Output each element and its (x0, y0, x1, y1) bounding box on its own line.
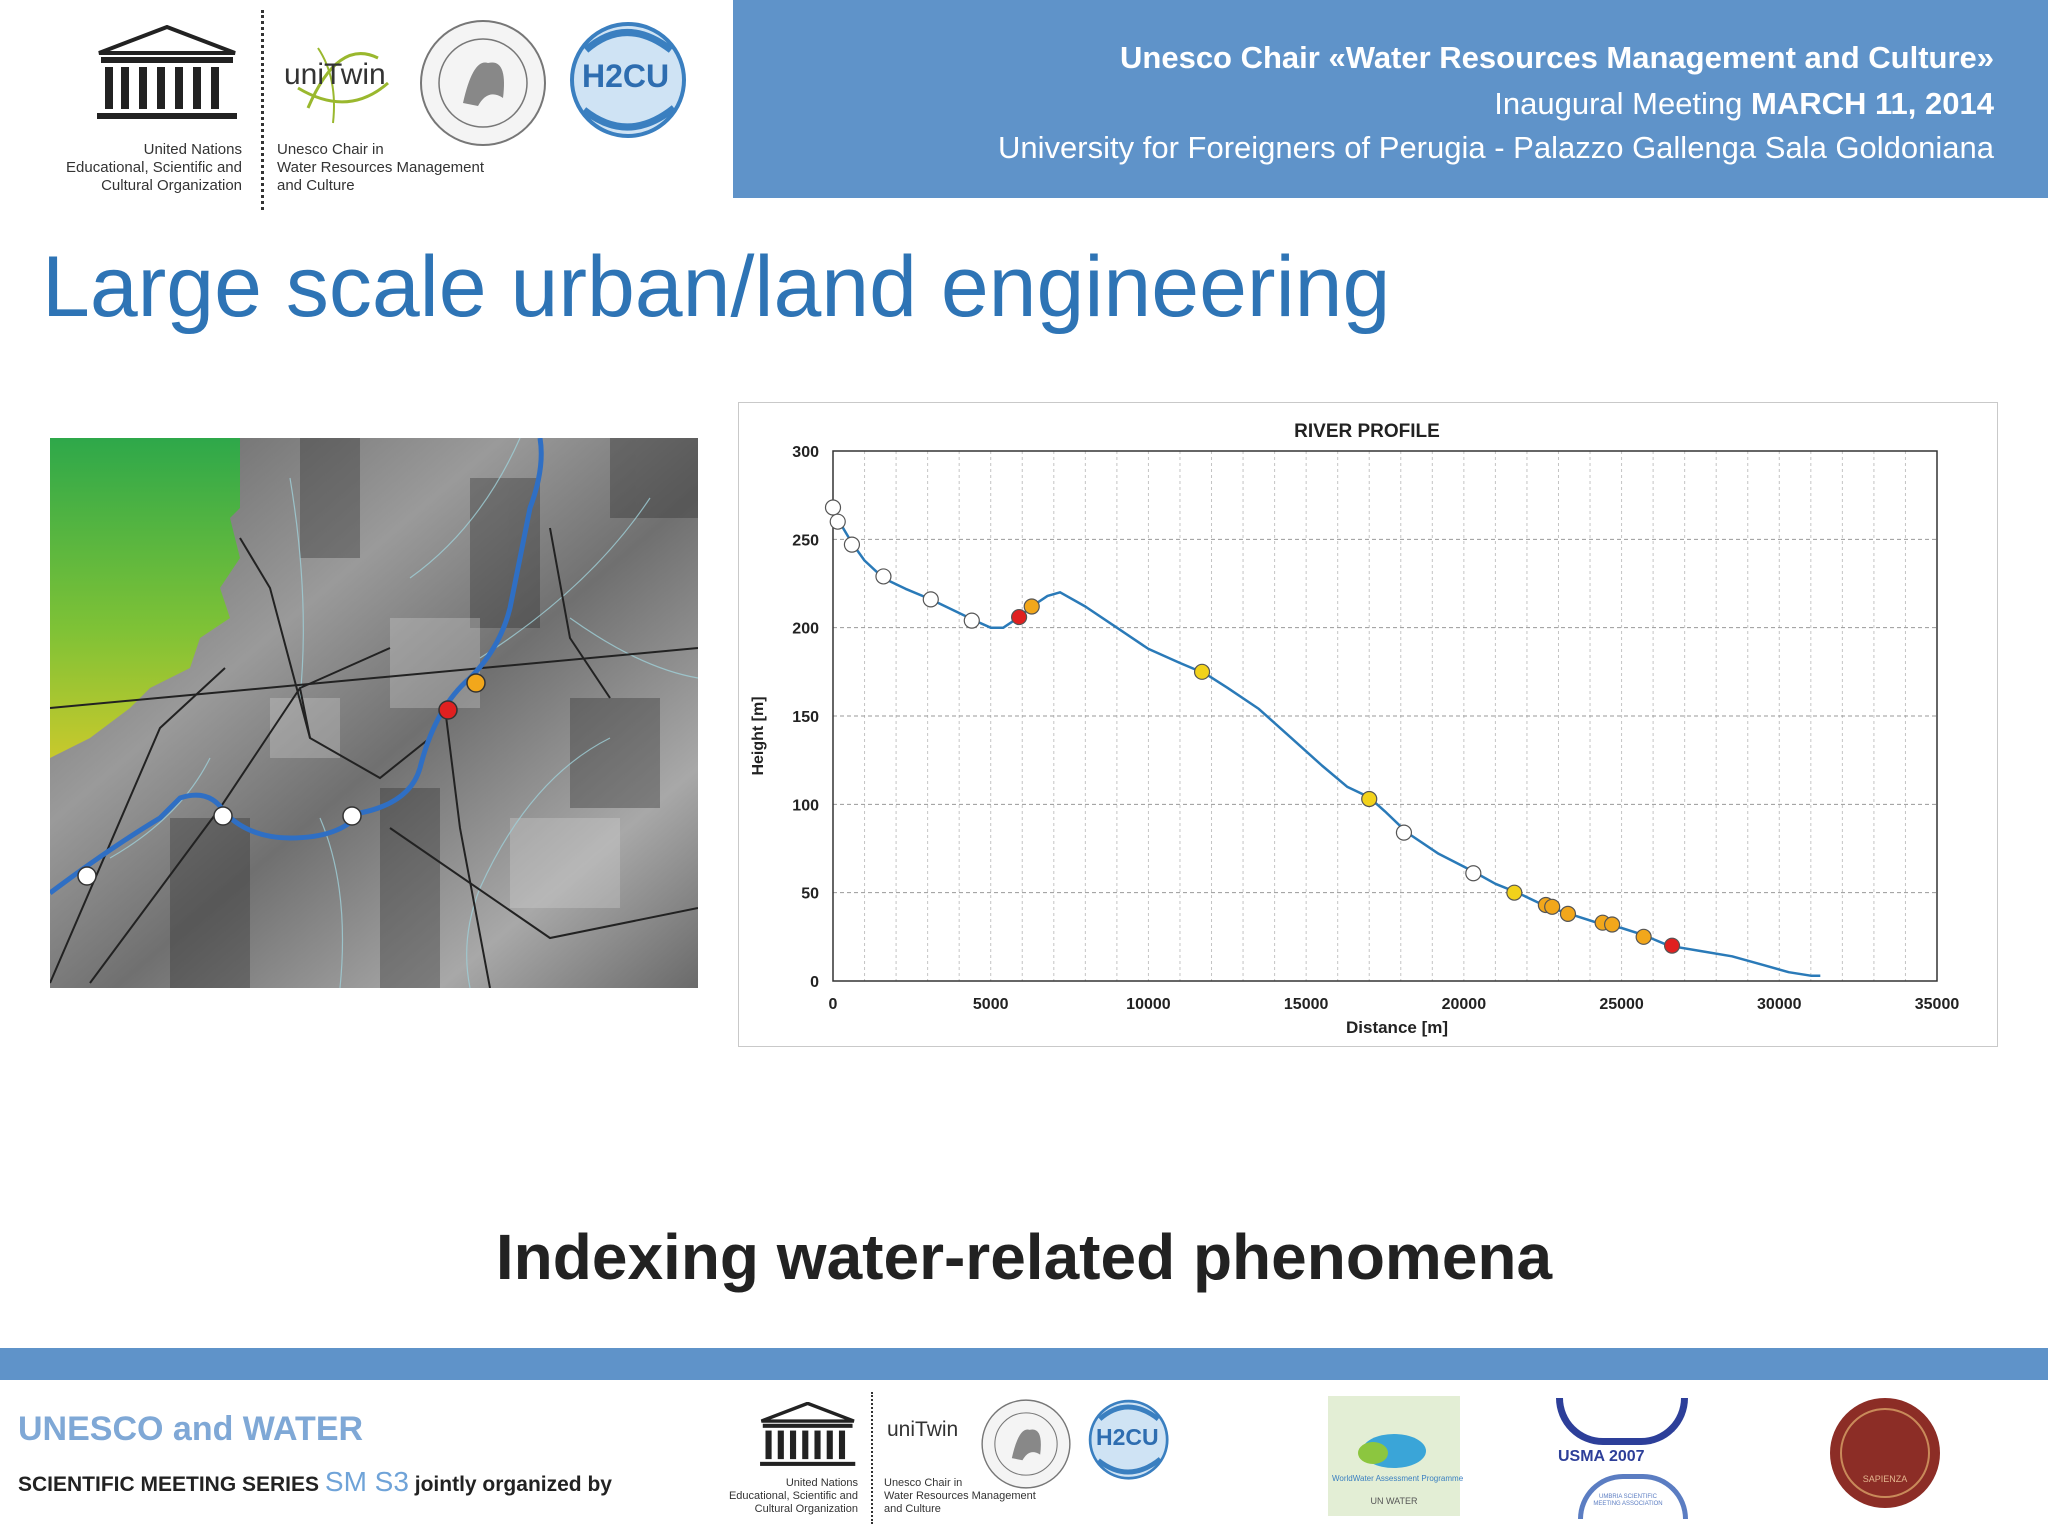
map-point-red (438, 700, 458, 720)
river (50, 438, 544, 896)
profile-marker-white (1465, 865, 1482, 882)
footer-perugia-seal-logo (981, 1399, 1071, 1489)
x-tick-label: 25000 (1599, 996, 1644, 1013)
profile-marker-red (1011, 608, 1028, 626)
unitwin-caption-2: Water Resources Management (277, 159, 485, 176)
usma-arc-icon (1556, 1398, 1688, 1445)
usma-text: USMA 2007 (1558, 1448, 1645, 1465)
logo-divider (261, 10, 264, 210)
profile-marker-red (1663, 937, 1681, 954)
series-label: SCIENTIFIC MEETING SERIES (18, 1473, 320, 1496)
footer-unesco-caption-1: United Nations (785, 1477, 858, 1489)
profile-marker-white (824, 499, 842, 516)
profile-marker-white (1395, 824, 1413, 841)
profile-marker-orange (1635, 928, 1652, 945)
profile-marker-orange (1023, 598, 1040, 615)
banner-meeting: Inaugural Meeting MARCH 11, 2014 (1494, 86, 1994, 122)
footer-unitwin-caption-1: Unesco Chair in (884, 1477, 963, 1489)
y-tick-label: 250 (792, 532, 819, 549)
y-tick-label: 150 (792, 709, 819, 726)
series-code: SM S3 (324, 1466, 409, 1497)
banner-venue: University for Foreigners of Perugia - P… (998, 130, 1994, 165)
header-banner: Unesco Chair «Water Resources Management… (733, 0, 2048, 198)
slide-subtitle: Indexing water-related phenomena (495, 1221, 1553, 1293)
x-tick-label: 20000 (1442, 996, 1487, 1013)
profile-marker-white (922, 591, 939, 608)
chart-title: RIVER PROFILE (1294, 421, 1440, 442)
unesco-caption-1: United Nations (143, 141, 242, 158)
wwap-text: WorldWater Assessment Programme (1332, 1474, 1464, 1483)
plot-area-border (832, 450, 1938, 982)
h2cu-wordmark: H2CU (582, 58, 670, 94)
perugia-seal-logo (420, 20, 546, 146)
footer-h2cu-wordmark: H2CU (1096, 1424, 1159, 1450)
unesco-caption-2: Educational, Scientific and (66, 159, 242, 176)
profile-marker-yellow (1193, 663, 1211, 680)
series-suffix: jointly organized by (414, 1473, 612, 1496)
usma-logo: USMA 2007 UMBRIA SCIENTIFIC MEETING ASSO… (1548, 1398, 1708, 1519)
unitwin-caption-3: and Culture (277, 177, 355, 194)
y-tick-label: 100 (792, 797, 819, 814)
profile-marker-yellow (1506, 884, 1523, 901)
profile-marker-white (963, 612, 980, 629)
map-point-white (77, 866, 97, 886)
footer-unitwin-caption-3: and Culture (884, 1503, 941, 1515)
x-tick-label: 30000 (1757, 996, 1802, 1013)
wwap-leaf-icon (1358, 1442, 1388, 1464)
slide-title: Large scale urban/land engineering (42, 239, 1391, 335)
river-profile-line (831, 506, 1821, 977)
footer-unesco-logo (760, 1402, 856, 1466)
footer-logo-divider (871, 1392, 873, 1524)
sapienza-seal-logo: SAPIENZA (1830, 1398, 1940, 1508)
x-tick-label: 10000 (1126, 996, 1171, 1013)
x-tick-label: 0 (829, 996, 838, 1013)
footer-unitwin-wordmark: uniTwin (887, 1418, 959, 1441)
chart-xlabel: Distance [m] (1346, 1018, 1448, 1037)
terrain-map (50, 438, 698, 988)
h2cu-logo (570, 22, 686, 138)
x-tick-label: 15000 (1284, 996, 1329, 1013)
unitwin-caption-1: Unesco Chair in (277, 141, 384, 158)
map-point-white (342, 806, 362, 826)
profile-marker-white (843, 536, 861, 553)
banner-meeting-label: Inaugural Meeting (1494, 86, 1743, 121)
x-tick-label: 5000 (973, 996, 1009, 1013)
banner-meeting-date: MARCH 11, 2014 (1751, 86, 1994, 121)
profile-marker-white (875, 568, 892, 585)
river-profile-chart: RIVER PROFILE Distance [m] Height [m] 0 5… (738, 402, 1998, 1047)
profile-marker-yellow (1361, 790, 1378, 808)
sapienza-inner-ring (1840, 1408, 1930, 1498)
profile-marker-white (829, 513, 846, 530)
unitwin-wordmark: uniTwin (284, 58, 386, 91)
footer-unitwin-caption-2: Water Resources Management (884, 1490, 1036, 1502)
chart-ylabel: Height [m] (750, 696, 767, 775)
profile-marker-orange (1559, 905, 1577, 922)
map-point-orange (466, 673, 486, 693)
sapienza-text: SAPIENZA (1862, 1474, 1908, 1484)
unwater-text: UN WATER (1370, 1496, 1418, 1506)
y-tick-label: 50 (801, 886, 819, 903)
chart-canvas: RIVER PROFILE Distance [m] Height [m] 0 5… (750, 421, 1960, 1037)
footer-unesco-caption-3: Cultural Organization (754, 1503, 858, 1515)
usma-subtext: UMBRIA SCIENTIFIC MEETING ASSOCIATION (1593, 1494, 1663, 1507)
footer-title: UNESCO and WATER (18, 1410, 364, 1448)
y-tick-label: 0 (810, 974, 819, 991)
unesco-caption-3: Cultural Organization (101, 177, 242, 194)
unesco-logo (97, 25, 237, 119)
footer-unesco-caption-2: Educational, Scientific and (728, 1490, 858, 1502)
profile-marker-orange (1604, 916, 1621, 933)
banner-chair-name: Unesco Chair «Water Resources Management… (1120, 40, 1994, 75)
profile-marker-orange (1544, 898, 1561, 915)
wwap-logo: WorldWater Assessment Programme UN WATER (1328, 1396, 1464, 1516)
footer-series: SCIENTIFIC MEETING SERIES SM S3 jointly … (18, 1466, 612, 1498)
y-tick-label: 300 (792, 444, 819, 461)
footer-bar (0, 1348, 2048, 1380)
footer-h2cu-logo (1088, 1399, 1169, 1480)
unitwin-logo (297, 47, 389, 124)
x-tick-label: 35000 (1915, 996, 1960, 1013)
lowland-area (50, 438, 240, 758)
y-tick-label: 200 (792, 621, 819, 638)
map-point-white (213, 806, 233, 826)
header-logos: United Nations Educational, Scientific a… (0, 0, 733, 210)
